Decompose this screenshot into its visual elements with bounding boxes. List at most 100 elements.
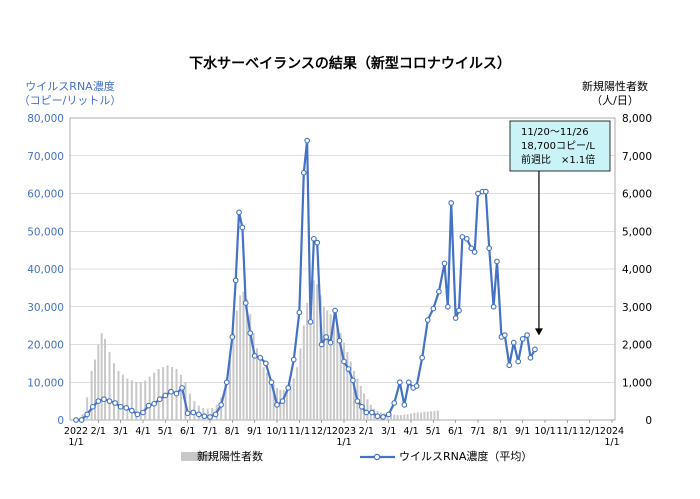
legend-line-label: ウイルスRNA濃度（平均） — [399, 449, 532, 463]
x-tick-label: 4/1 — [403, 426, 418, 437]
annotation-arrowhead — [534, 328, 543, 336]
bar — [299, 348, 302, 420]
rna-point — [475, 190, 481, 197]
bar — [426, 411, 429, 420]
rna-point — [359, 403, 365, 410]
bar — [90, 370, 93, 420]
right-tick-label: 0 — [645, 415, 652, 427]
left-tick-label: 70,000 — [27, 151, 64, 163]
x-tick-label: 2/1 — [359, 426, 374, 437]
rna-point — [268, 379, 275, 386]
rna-point — [285, 385, 292, 391]
x-tick-label: 2/1 — [91, 426, 106, 437]
bar — [423, 411, 426, 420]
rna-point — [123, 405, 130, 411]
right-tick-label: 5,000 — [622, 226, 652, 238]
rna-point — [262, 360, 269, 367]
rna-point — [117, 403, 124, 410]
x-tick-label: 9/1 — [515, 426, 530, 437]
right-tick-label: 3,000 — [622, 302, 652, 314]
rna-line — [76, 139, 536, 422]
right-tick-label: 2,000 — [622, 340, 652, 352]
rna-point — [374, 413, 381, 420]
left-axis-label-line2: （コピー/リットル） — [19, 94, 122, 107]
bar — [316, 284, 319, 420]
rna-point — [341, 358, 347, 365]
rna-point — [494, 258, 500, 265]
x-tick-sublabel: 1/1 — [68, 437, 83, 448]
bar — [100, 333, 103, 420]
bar — [332, 319, 335, 420]
bar — [157, 369, 160, 420]
bar — [242, 291, 245, 420]
rna-point — [350, 377, 356, 384]
bar — [97, 344, 100, 420]
x-tick-label: 10/1 — [266, 426, 287, 437]
annotation-box — [509, 120, 611, 172]
bar — [108, 352, 111, 420]
annotation-line-1: 11/20～11/26 — [521, 127, 589, 138]
rna-point — [168, 388, 174, 395]
rna-point — [296, 309, 303, 316]
bar — [396, 415, 399, 420]
right-axis-ticks: 0 1,000 2,000 3,000 4,000 5,000 6,000 7,000 8,00… — [622, 113, 652, 427]
rna-point — [151, 400, 158, 407]
rna-point — [405, 379, 412, 386]
bar — [413, 412, 416, 420]
bar — [206, 408, 209, 420]
rna-point — [424, 317, 431, 323]
bar — [188, 393, 191, 420]
bar — [179, 374, 182, 420]
bar — [86, 397, 89, 420]
x-tick-sublabel: 1/1 — [336, 437, 351, 448]
bar — [326, 310, 329, 420]
bar — [319, 295, 322, 420]
bar — [135, 382, 138, 420]
bar — [255, 348, 258, 420]
rna-point — [239, 224, 246, 231]
bar — [93, 359, 96, 420]
bar — [306, 302, 309, 420]
rna-point — [318, 341, 325, 348]
line-series-rna — [73, 137, 538, 423]
bar — [430, 411, 433, 420]
x-tick-sublabel: 1/1 — [604, 437, 619, 448]
rna-point — [327, 339, 334, 346]
right-tick-label: 7,000 — [622, 151, 652, 163]
rna-point — [73, 417, 79, 423]
right-tick-label: 1,000 — [622, 377, 652, 389]
rna-point — [106, 398, 113, 404]
bar — [339, 333, 342, 420]
bar — [403, 414, 406, 420]
bar — [282, 389, 285, 420]
rna-point — [482, 188, 489, 195]
x-tick-label: 8/1 — [493, 426, 508, 437]
bar — [292, 378, 295, 420]
bar — [245, 299, 248, 420]
rna-point — [84, 411, 91, 418]
legend-line-marker — [373, 453, 381, 461]
rna-point — [354, 398, 361, 404]
annotation-line-2: 18,700コピー/L — [521, 140, 595, 152]
rna-point — [336, 337, 343, 344]
bar — [409, 413, 413, 420]
rna-point — [89, 403, 96, 410]
rna-point — [524, 332, 530, 338]
rna-point — [385, 411, 392, 418]
bar — [262, 367, 265, 420]
x-tick-label: 11/1 — [289, 426, 310, 437]
bar-series-new-cases — [77, 280, 439, 420]
rna-point — [223, 379, 230, 386]
bar — [229, 359, 232, 420]
bar — [420, 412, 423, 420]
rna-point — [459, 234, 466, 240]
rna-point — [401, 402, 408, 408]
rna-point — [501, 332, 508, 338]
legend: 新規陽性者数 ウイルスRNA濃度（平均） — [181, 449, 532, 463]
bar — [269, 378, 272, 420]
bar — [346, 352, 349, 420]
bar — [322, 306, 325, 420]
rna-point — [184, 410, 191, 417]
rna-point — [145, 402, 152, 409]
